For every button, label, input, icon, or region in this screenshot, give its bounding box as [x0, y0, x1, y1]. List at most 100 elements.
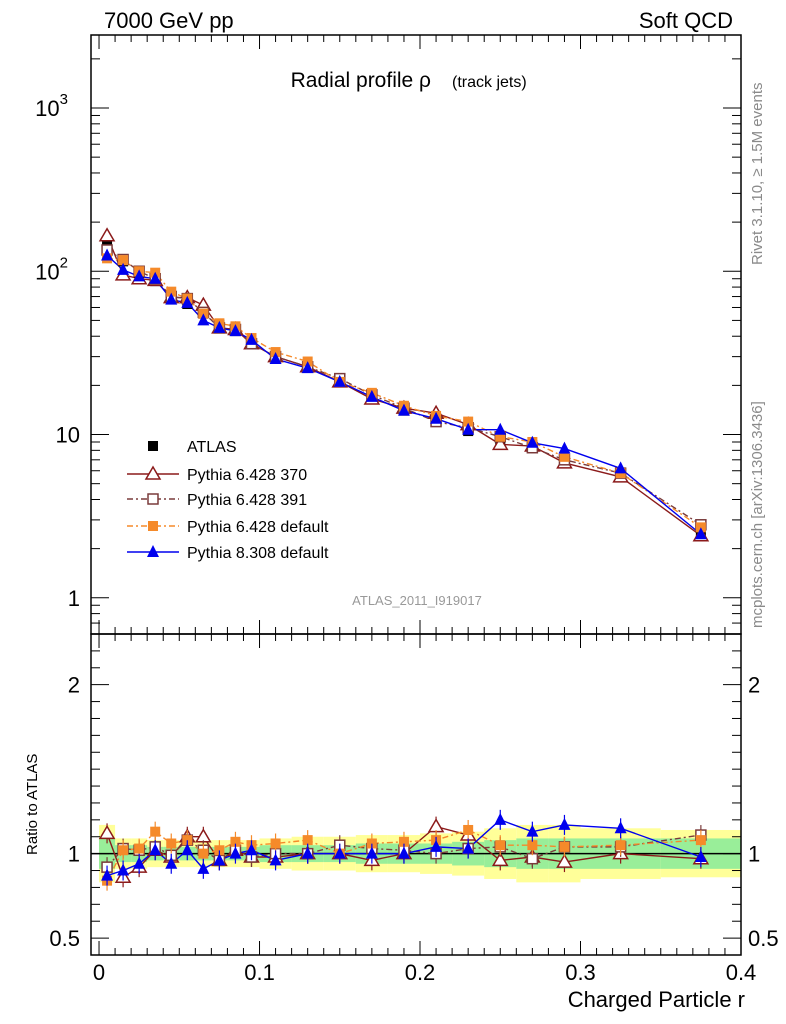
point-pythia-8-308-default [117, 262, 130, 275]
ratio-y-tick-label-right: 2 [748, 673, 760, 698]
ratio-ylabel: Ratio to ATLAS [24, 754, 41, 855]
point-pythia-8-308-default [245, 332, 258, 345]
y-tick-label: 1 [68, 586, 80, 611]
analysis-label: ATLAS_2011_I919017 [352, 593, 482, 608]
x-tick-label: 0.3 [565, 960, 596, 985]
ratio-point-pythia-8-308-default [526, 824, 539, 837]
main-series-markers [98, 227, 710, 542]
y-tick-label: 102 [35, 254, 68, 284]
x-tick-label: 0.2 [405, 960, 436, 985]
point-pythia-6-428-default [166, 286, 177, 297]
ratio-point-pythia-6-428-default [150, 826, 161, 837]
legend-marker-pythia-6-428-default [148, 521, 158, 531]
ratio-point-pythia-6-428-370 [427, 818, 445, 833]
ratio-point-pythia-8-308-default [430, 839, 443, 852]
point-pythia-8-308-default [301, 361, 314, 374]
legend-marker-pythia-8-308-default [147, 545, 159, 557]
point-pythia-8-308-default [133, 269, 146, 282]
ratio-point-pythia-8-308-default [397, 846, 410, 859]
ratio-point-pythia-8-308-default [181, 843, 194, 856]
ratio-point-pythia-6-428-default [214, 845, 225, 856]
ratio-point-pythia-8-308-default [229, 846, 242, 859]
side-label-bottom: mcplots.cern.ch [arXiv:1306.3436] [749, 401, 766, 628]
ratio-point-pythia-8-308-default [614, 821, 627, 834]
point-pythia-8-308-default [269, 352, 282, 365]
point-pythia-6-428-default [118, 255, 129, 266]
point-pythia-6-428-370 [98, 227, 116, 242]
ratio-y-tick-label-right: 0.5 [748, 926, 779, 951]
ratio-point-pythia-6-428-default [615, 840, 626, 851]
tick-labels: 1 10 102 103 0.5 0.5 1 1 2 2 0 0.1 0.2 0.3 0.4 [35, 91, 778, 985]
point-pythia-8-308-default [558, 441, 571, 454]
ratio-series-markers [98, 809, 710, 891]
point-pythia-8-308-default [165, 292, 178, 305]
ratio-point-pythia-8-308-default [301, 846, 314, 859]
ratio-point-pythia-8-308-default [694, 850, 707, 863]
header-left: 7000 GeV pp [104, 8, 234, 33]
line-pythia-6-428-default [106, 257, 702, 528]
ratio-point-pythia-6-428-default [302, 835, 313, 846]
ratio-line-pythia-6-428-391 [106, 834, 701, 868]
x-axis-label: Charged Particle r [568, 987, 745, 1012]
ratio-point-pythia-6-428-default [230, 836, 241, 847]
ratio-point-pythia-8-308-default [462, 841, 475, 854]
ratio-point-pythia-6-428-370 [491, 851, 509, 867]
ratio-y-tick-label-right: 1 [748, 842, 760, 867]
ratio-point-pythia-6-428-391 [526, 852, 539, 865]
ratio-point-pythia-8-308-default [197, 861, 210, 874]
y-tick-label: 10 [56, 423, 80, 448]
legend-marker-pythia-6-428-370 [144, 465, 162, 480]
legend-label-pythia-6-428-391: Pythia 6.428 391 [187, 492, 307, 509]
ratio-point-pythia-6-428-default [198, 848, 209, 859]
x-tick-label: 0.1 [244, 960, 275, 985]
ratio-point-pythia-8-308-default [133, 856, 146, 869]
point-pythia-8-308-default [229, 324, 242, 337]
ratio-y-tick-label-left: 1 [68, 842, 80, 867]
x-tick-label: 0 [93, 960, 105, 985]
ratio-point-pythia-6-428-default [270, 838, 281, 849]
point-pythia-6-428-default [495, 431, 506, 442]
point-pythia-8-308-default [430, 411, 443, 424]
ratio-y-tick-label-left: 2 [68, 673, 80, 698]
ratio-y-tick-label-left: 0.5 [49, 926, 80, 951]
ratio-point-pythia-6-428-default [559, 841, 570, 852]
point-pythia-8-308-default [494, 422, 507, 435]
point-pythia-6-428-default [559, 451, 570, 462]
ratio-point-pythia-6-428-default [527, 840, 538, 851]
ratio-point-pythia-6-428-default [463, 824, 474, 835]
legend-marker-atlas [148, 441, 158, 451]
y-tick-label: 103 [35, 91, 68, 121]
ratio-point-pythia-8-308-default [494, 812, 507, 825]
ratio-point-pythia-8-308-default [117, 863, 130, 876]
legend-label-atlas: ATLAS [187, 439, 237, 456]
ratio-line-pythia-6-428-370 [106, 825, 701, 879]
legend-label-pythia-6-428-default: Pythia 6.428 default [187, 519, 329, 536]
ratio-frame [90, 633, 742, 956]
chart-title: Radial profile ρ [291, 69, 431, 92]
point-pythia-8-308-default [149, 271, 162, 284]
ratio-point-pythia-8-308-default [149, 843, 162, 856]
point-pythia-6-428-default [463, 416, 474, 427]
point-pythia-8-308-default [614, 461, 627, 474]
ratio-point-pythia-8-308-default [165, 856, 178, 869]
ratio-point-pythia-8-308-default [333, 846, 346, 859]
ratio-point-pythia-6-428-default [182, 835, 193, 846]
ratio-line-pythia-8-308-default [106, 819, 702, 877]
ratio-point-pythia-6-428-default [398, 836, 409, 847]
ratio-point-pythia-6-428-default [695, 835, 706, 846]
point-pythia-8-308-default [181, 295, 194, 308]
ratio-point-pythia-8-308-default [269, 853, 282, 866]
ratio-point-pythia-6-428-370 [195, 828, 212, 843]
x-tick-label: 0.4 [726, 960, 757, 985]
ratio-point-pythia-6-428-default [166, 838, 177, 849]
point-pythia-8-308-default [333, 374, 346, 387]
point-pythia-8-308-default [462, 422, 475, 435]
ratio-point-pythia-6-428-default [118, 845, 129, 856]
legend-label-pythia-8-308-default: Pythia 8.308 default [187, 545, 329, 562]
point-pythia-8-308-default [213, 320, 226, 333]
point-pythia-8-308-default [526, 435, 539, 448]
legend-marker-pythia-6-428-391 [147, 493, 159, 505]
point-pythia-8-308-default [101, 248, 114, 261]
ratio-point-pythia-8-308-default [101, 868, 114, 881]
